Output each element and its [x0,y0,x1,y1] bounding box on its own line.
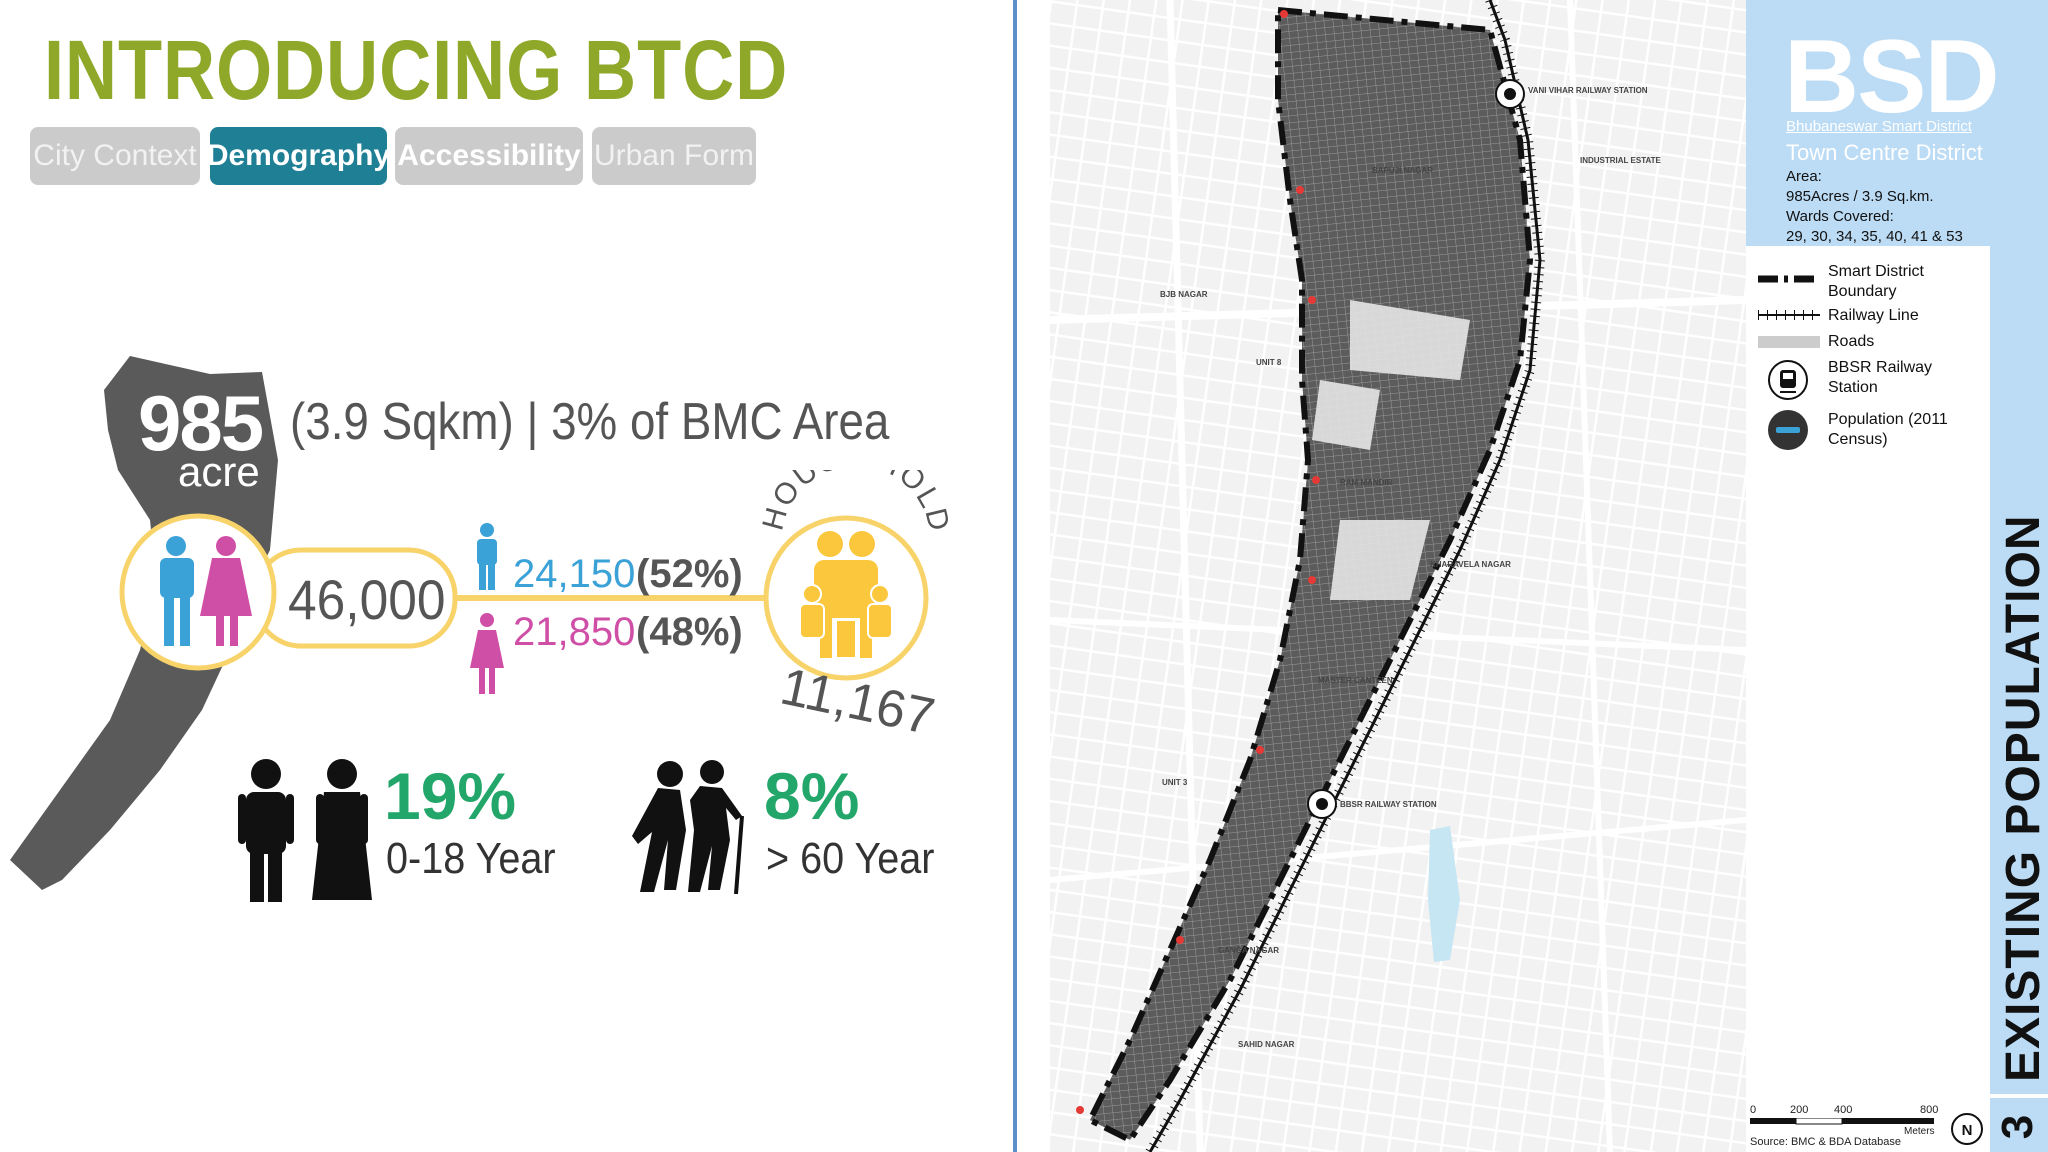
brand-logo: BSD [1784,19,2000,135]
svg-text:HOUSE HOLD: HOUSE HOLD [760,470,950,536]
family-icon [799,531,893,659]
district-name: Town Centre District [1786,140,1983,165]
north-arrow-icon: N [1951,1113,1983,1145]
train-station-icon [1768,360,1808,400]
map-label-sahid-nagar: SAHID NAGAR [1238,1040,1295,1049]
couple-icon [160,536,252,646]
area-unit: acre [178,448,260,495]
legend-boundary: Smart District Boundary [1828,263,1924,300]
svg-text:N: N [1962,1122,1973,1139]
brand-subtitle: Bhubaneswar Smart District [1786,118,1972,135]
legend-sidebar: BSD Bhubaneswar Smart District Town Cent… [1746,0,2048,1152]
male-icon [477,523,497,590]
railway-line-icon [1758,310,1820,320]
panel-divider [1013,0,1017,1152]
scale-tick-200: 200 [1790,1104,1809,1116]
scale-bar [1750,1118,1934,1125]
female-count: 21,850 [513,610,636,654]
sidebar-header [1746,0,2048,246]
map-label-bjb-nagar: BJB NAGAR [1160,290,1208,299]
elderly-label: > 60 Year [766,834,935,883]
scale-tick-800: 800 [1920,1104,1939,1116]
male-count: 24,150 [513,552,636,596]
female-icon [470,613,504,694]
area-value: 985 [138,379,264,467]
map-label-industrial-estate: INDUSTRIAL ESTATE [1580,156,1661,165]
wards-value: 29, 30, 34, 35, 40, 41 & 53 [1786,228,1963,245]
youth-percent: 19% [384,759,517,833]
map-label-unit-3: UNIT 3 [1162,778,1188,787]
tab-urban-form[interactable]: Urban Form [592,127,756,185]
scale-unit: Meters [1904,1126,1935,1137]
map-label-bapuji-nagar: BAPUJI NAGAR [1372,166,1433,175]
legend-roads: Roads [1828,333,1875,350]
section-number: 3 [1990,1094,2048,1152]
district-map[interactable]: RAM MANDIR BAPUJI NAGAR KHARAVELA NAGAR … [1050,0,1746,1152]
youth-label: 0-18 Year [386,834,556,883]
area-label: Area: [1786,168,1822,185]
section-number-text: 3 [1993,1114,2042,1140]
male-percent: (52%) [636,552,743,596]
tab-accessibility[interactable]: Accessibility [395,127,583,185]
scale-tick-400: 400 [1834,1104,1853,1116]
page-title: INTRODUCING BTCD [44,23,789,117]
map-label-ram-mandir: RAM MANDIR [1340,478,1393,487]
legend-railway: Railway Line [1828,307,1919,324]
section-strip [1990,246,2048,1094]
elderly-icon [632,760,744,894]
population-icon [1768,410,1808,450]
map-label-master-canteen: MASTER CANTEEN [1318,676,1393,685]
scale-tick-0: 0 [1750,1104,1757,1116]
map-source: Source: BMC & BDA Database [1750,1136,1902,1148]
map-label-kharavela-nagar: KHARAVELA NAGAR [1430,560,1511,569]
map-label-vani-vihar-station: VANI VIHAR RAILWAY STATION [1528,86,1648,95]
section-title: EXISTING POPULATION [1997,514,2048,1082]
roads-icon [1758,336,1820,348]
wards-label: Wards Covered: [1786,208,1894,225]
legend-population: Population (2011 Census) [1828,411,1948,448]
dashed-boundary-icon [1758,275,1820,283]
map-label-ganga-nagar: GANGA NAGAR [1218,946,1280,955]
area-description: (3.9 Sqkm) | 3% of BMC Area [290,393,890,451]
youth-icon [238,759,372,902]
map-label-unit-8: UNIT 8 [1256,358,1282,367]
elderly-percent: 8% [764,759,860,833]
population-total: 46,000 [288,568,446,631]
tab-city-context[interactable]: City Context [30,127,200,185]
female-percent: (48%) [636,610,743,654]
household-label: HOUSE HOLD [760,470,950,536]
legend-station: BBSR Railway Station [1828,359,1933,396]
area-value-text: 985Acres / 3.9 Sq.km. [1786,188,1934,205]
map-canvas [1050,0,1746,1152]
tab-demography[interactable]: Demography [207,127,390,185]
district-area-silhouette [10,356,278,890]
demography-panel: INTRODUCING BTCD City Context Demography… [0,0,1016,1152]
map-label-bbsr-station: BBSR RAILWAY STATION [1340,800,1437,809]
